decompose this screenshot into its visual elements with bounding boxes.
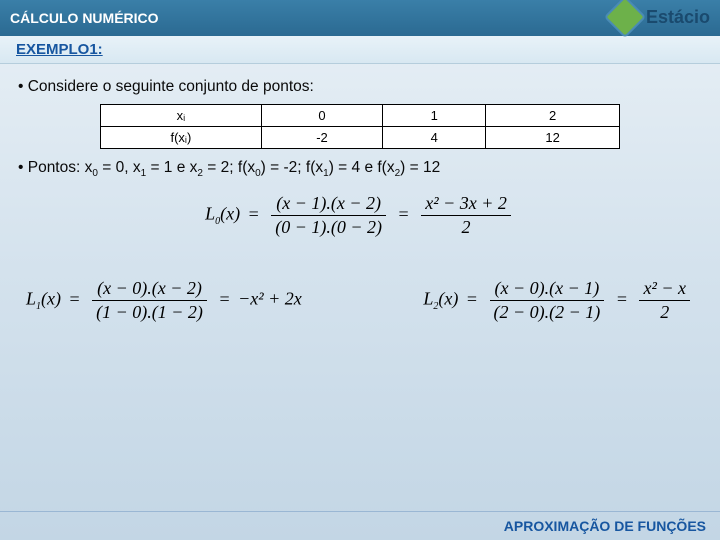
arg: (x)	[220, 204, 240, 224]
denominator: (2 − 0).(2 − 1)	[490, 301, 605, 323]
text: = 2; f(x	[203, 159, 255, 176]
lhs: L	[26, 289, 36, 309]
fraction: (x − 0).(x − 1) (2 − 0).(2 − 1)	[490, 278, 605, 323]
rhs: −x² + 2x	[238, 289, 302, 309]
table-cell: 4	[383, 127, 486, 149]
text: • Pontos: x	[18, 159, 92, 176]
fraction: x² − x 2	[639, 278, 690, 323]
denominator: 2	[421, 216, 511, 238]
lhs: L	[205, 204, 215, 224]
fraction: x² − 3x + 2 2	[421, 193, 511, 238]
denominator: (0 − 1).(0 − 2)	[271, 216, 386, 238]
formula-L1: L1(x) = (x − 0).(x − 2) (1 − 0).(1 − 2) …	[26, 278, 302, 323]
table-row: xᵢ 0 1 2	[101, 105, 620, 127]
numerator: (x − 0).(x − 2)	[92, 278, 207, 301]
formula-row-L1-L2: L1(x) = (x − 0).(x − 2) (1 − 0).(1 − 2) …	[18, 278, 702, 323]
brand-name: Estácio	[646, 7, 710, 28]
numerator: (x − 0).(x − 1)	[490, 278, 605, 301]
numerator: (x − 1).(x − 2)	[271, 193, 386, 216]
text: = 1 e x	[146, 159, 197, 176]
cube-icon	[604, 0, 646, 38]
denominator: 2	[639, 301, 690, 323]
text: ) = -2; f(x	[261, 159, 323, 176]
table-row: f(xᵢ) -2 4 12	[101, 127, 620, 149]
header-bar: CÁLCULO NUMÉRICO Estácio	[0, 0, 720, 36]
table-cell: 1	[383, 105, 486, 127]
text: ) = 12	[400, 159, 440, 176]
lhs: L	[423, 289, 433, 309]
course-title: CÁLCULO NUMÉRICO	[10, 10, 159, 26]
table-cell: f(xᵢ)	[101, 127, 262, 149]
table-cell: xᵢ	[101, 105, 262, 127]
footer-bar: APROXIMAÇÃO DE FUNÇÕES	[504, 512, 720, 540]
example-label: EXEMPLO1:	[16, 41, 103, 58]
formula-L2: L2(x) = (x − 0).(x − 1) (2 − 0).(2 − 1) …	[423, 278, 694, 323]
points-listing: • Pontos: x0 = 0, x1 = 1 e x2 = 2; f(x0)…	[18, 159, 702, 179]
numerator: x² − x	[639, 278, 690, 301]
formula-L0: L0(x) = (x − 1).(x − 2) (0 − 1).(0 − 2) …	[18, 193, 702, 238]
text: = 0, x	[98, 159, 141, 176]
numerator: x² − 3x + 2	[421, 193, 511, 216]
brand-logo: Estácio	[610, 2, 710, 32]
text: ) = 4 e f(x	[329, 159, 395, 176]
table-cell: 0	[261, 105, 382, 127]
denominator: (1 − 0).(1 − 2)	[92, 301, 207, 323]
fraction: (x − 1).(x − 2) (0 − 1).(0 − 2)	[271, 193, 386, 238]
arg: (x)	[41, 289, 61, 309]
points-table: xᵢ 0 1 2 f(xᵢ) -2 4 12	[100, 104, 620, 149]
table-cell: -2	[261, 127, 382, 149]
table-cell: 2	[486, 105, 620, 127]
table-cell: 12	[486, 127, 620, 149]
slide-content: • Considere o seguinte conjunto de ponto…	[0, 64, 720, 355]
fraction: (x − 0).(x − 2) (1 − 0).(1 − 2)	[92, 278, 207, 323]
sub-ribbon: EXEMPLO1:	[0, 36, 720, 64]
bullet-intro: • Considere o seguinte conjunto de ponto…	[18, 78, 702, 96]
footer-title: APROXIMAÇÃO DE FUNÇÕES	[504, 518, 706, 534]
arg: (x)	[438, 289, 458, 309]
